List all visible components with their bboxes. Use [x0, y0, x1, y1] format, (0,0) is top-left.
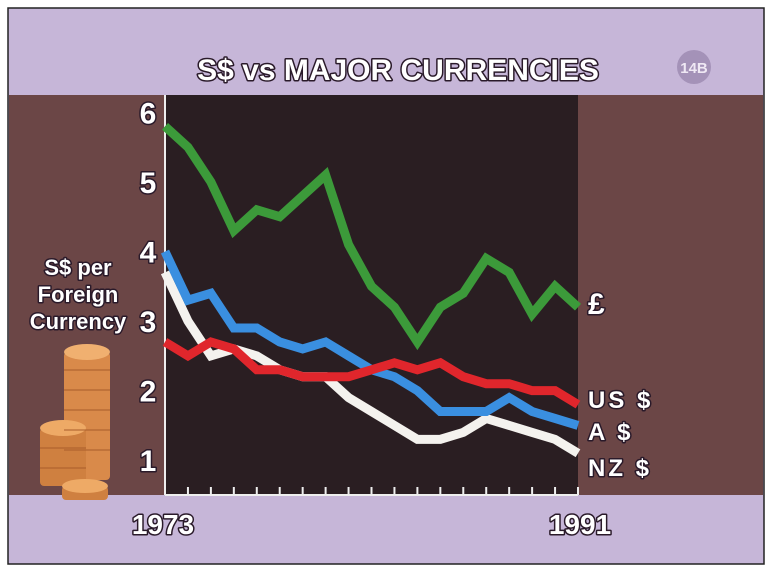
y-tick-label: 1: [140, 445, 157, 478]
series-line: [161, 122, 582, 351]
y-tick-label: 5: [140, 167, 157, 200]
chart-title: S$ vs MAJOR CURRENCIES: [197, 54, 599, 87]
coins: [40, 344, 110, 500]
y-tick-label: 2: [140, 376, 157, 409]
badge: [677, 50, 711, 84]
series-line: [162, 337, 581, 409]
y-axis-label-line: Foreign: [38, 282, 119, 307]
y-axis-label-line: S$ per: [44, 255, 112, 280]
y-tick-label: 3: [140, 306, 157, 339]
series-label: US $: [588, 387, 653, 414]
series-label: A $: [588, 419, 633, 446]
y-tick-label: 4: [140, 237, 157, 270]
series-label: £: [588, 288, 608, 321]
badge-label: 14B: [680, 60, 708, 77]
plot-area: [165, 95, 578, 495]
x-tick-label: 1991: [549, 509, 611, 540]
y-tick-label: 6: [140, 97, 157, 130]
series-label: NZ $: [588, 455, 652, 482]
y-axis-label-line: Currency: [30, 309, 127, 334]
x-tick-label: 1973: [132, 509, 194, 540]
